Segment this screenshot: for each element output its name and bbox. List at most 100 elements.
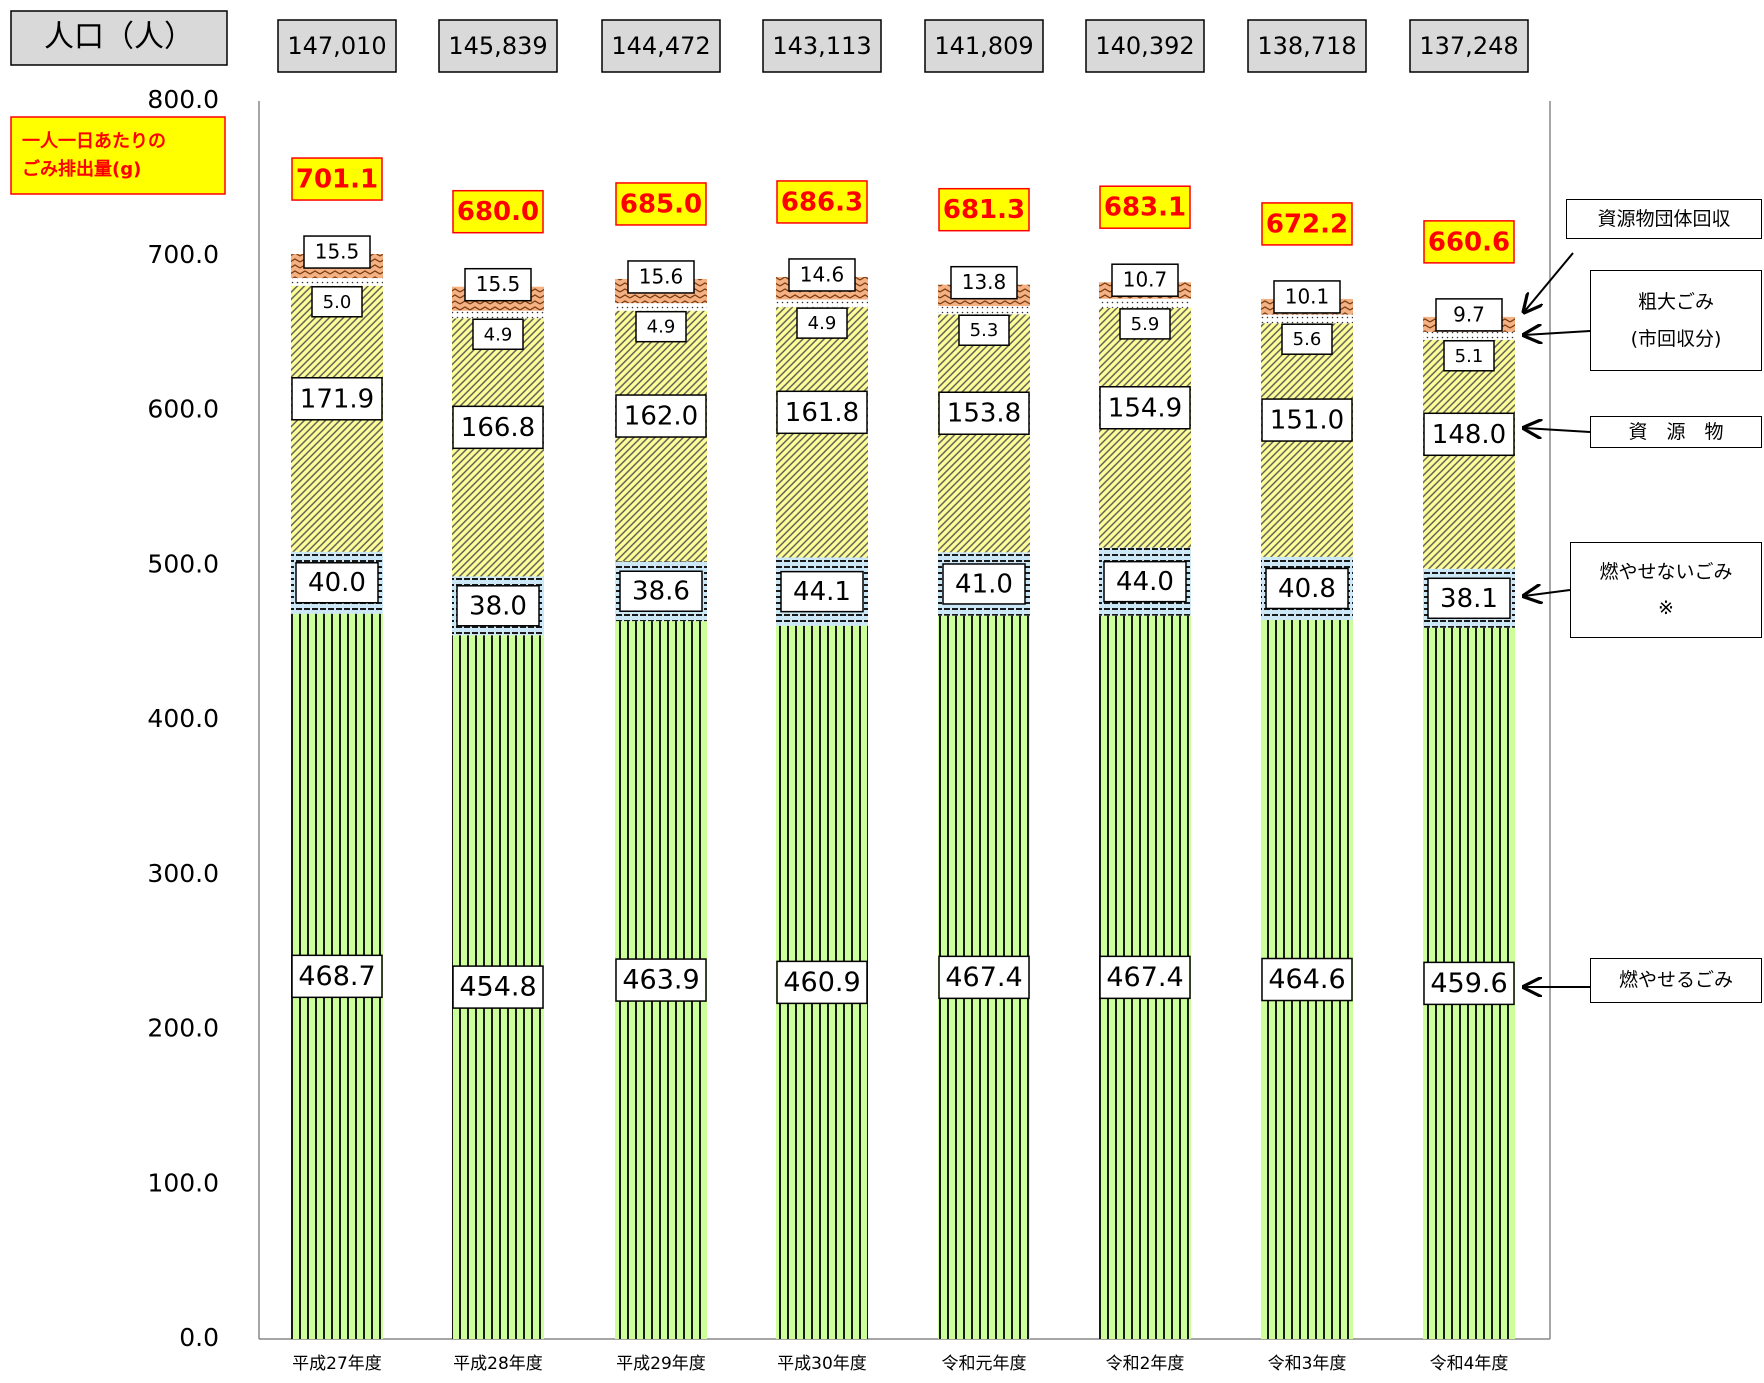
total-label: 660.6	[1428, 227, 1510, 257]
x-tick-label: 令和4年度	[1430, 1354, 1509, 1374]
value-label-box	[938, 955, 1030, 1000]
total-label-box	[1099, 185, 1191, 229]
bar-segment	[776, 299, 868, 308]
value-label-box	[1099, 386, 1191, 430]
value-label-box	[1435, 298, 1503, 332]
value-label-box	[472, 318, 524, 351]
value-label-box	[776, 390, 868, 435]
legend-label: 粗大ごみ (市回収分)	[1590, 270, 1762, 371]
population-box	[1247, 19, 1367, 73]
value-label: 154.9	[1108, 393, 1182, 423]
population-box	[762, 19, 882, 73]
x-tick-label: 令和2年度	[1106, 1354, 1185, 1374]
total-label: 672.2	[1266, 209, 1348, 239]
population: 143,113	[772, 32, 871, 60]
population-box	[277, 19, 397, 73]
value-label-box	[452, 965, 544, 1009]
value-label-box	[619, 570, 703, 612]
value-label-box	[291, 954, 383, 999]
bar-segment	[1423, 331, 1515, 340]
value-label-box	[1427, 577, 1511, 620]
total-label-box	[291, 157, 383, 201]
legend-label: 燃やせないごみ ※	[1570, 542, 1762, 638]
value-label: 14.6	[800, 262, 845, 286]
population: 144,472	[611, 32, 710, 60]
header-box	[10, 10, 228, 66]
value-label: 463.9	[622, 965, 699, 996]
value-label: 4.9	[484, 324, 513, 345]
value-label: 10.7	[1123, 268, 1168, 292]
value-label: 40.8	[1278, 574, 1336, 604]
y-tick-label: 0.0	[179, 1323, 219, 1352]
value-label: 41.0	[955, 569, 1013, 599]
value-label: 9.7	[1453, 302, 1485, 326]
total-label: 681.3	[943, 195, 1025, 225]
x-tick-label: 平成30年度	[777, 1354, 867, 1374]
population-box	[601, 19, 721, 73]
value-label-box	[635, 310, 687, 343]
y-tick-label: 600.0	[147, 395, 219, 424]
population-box	[438, 19, 558, 73]
arrows	[1524, 252, 1591, 987]
value-label-box	[1423, 961, 1515, 1006]
bar-segment	[452, 310, 544, 319]
x-tick-label: 令和3年度	[1268, 1354, 1347, 1374]
value-label-box	[464, 267, 532, 302]
total-label: 683.1	[1104, 193, 1186, 223]
population: 145,839	[448, 32, 547, 60]
total-label-box	[452, 189, 544, 234]
value-label-box	[938, 391, 1030, 435]
value-label: 10.1	[1285, 284, 1330, 308]
value-label-box	[1423, 412, 1515, 457]
value-label: 15.6	[639, 264, 684, 288]
annotation: 一人一日あたりの	[22, 131, 166, 152]
value-label-box	[1281, 323, 1333, 355]
value-label-box	[780, 570, 864, 613]
value-label: 15.5	[315, 240, 360, 264]
value-label-box	[1261, 398, 1353, 442]
bar-segment	[938, 306, 1030, 315]
value-label-box	[291, 377, 383, 421]
population-box	[924, 19, 1044, 73]
population-box	[1085, 19, 1205, 73]
arrow	[1524, 331, 1591, 335]
value-label: 40.0	[308, 568, 366, 598]
value-label-box	[942, 563, 1026, 605]
value-label: 4.9	[808, 313, 837, 334]
value-label-box	[295, 561, 379, 604]
value-label: 5.9	[1131, 314, 1160, 335]
total-label-box	[1423, 220, 1515, 264]
value-label-box	[958, 314, 1010, 346]
value-label-box	[456, 585, 540, 627]
value-label-box	[311, 286, 363, 318]
bar-segment	[615, 303, 707, 311]
value-label-box	[1443, 340, 1495, 372]
value-label: 5.6	[1293, 329, 1322, 350]
y-tick-label: 100.0	[147, 1168, 219, 1197]
value-label: 454.8	[459, 972, 536, 1003]
population: 147,010	[287, 32, 386, 60]
x-tick-label: 平成27年度	[292, 1354, 382, 1374]
population: 141,809	[934, 32, 1033, 60]
value-label-box	[1261, 957, 1353, 1002]
value-label: 459.6	[1430, 968, 1507, 999]
value-label: 5.0	[323, 292, 352, 313]
x-tick-label: 平成29年度	[616, 1354, 706, 1374]
value-label: 5.1	[1455, 346, 1484, 367]
total-label: 680.0	[457, 197, 539, 227]
value-label: 5.3	[970, 320, 999, 341]
annotation: ごみ排出量(g)	[22, 158, 141, 180]
total-label: 701.1	[296, 165, 378, 195]
legend-label: 資 源 物	[1590, 416, 1762, 448]
x-tick-label: 平成28年度	[453, 1354, 543, 1374]
y-tick-label: 400.0	[147, 704, 219, 733]
bar-segment	[291, 278, 383, 286]
value-label-box	[615, 958, 707, 1002]
value-label-box	[1119, 308, 1171, 340]
value-label: 468.7	[298, 961, 375, 992]
total-label-box	[938, 187, 1030, 232]
y-tick-label: 300.0	[147, 859, 219, 888]
value-label: 162.0	[624, 402, 698, 432]
